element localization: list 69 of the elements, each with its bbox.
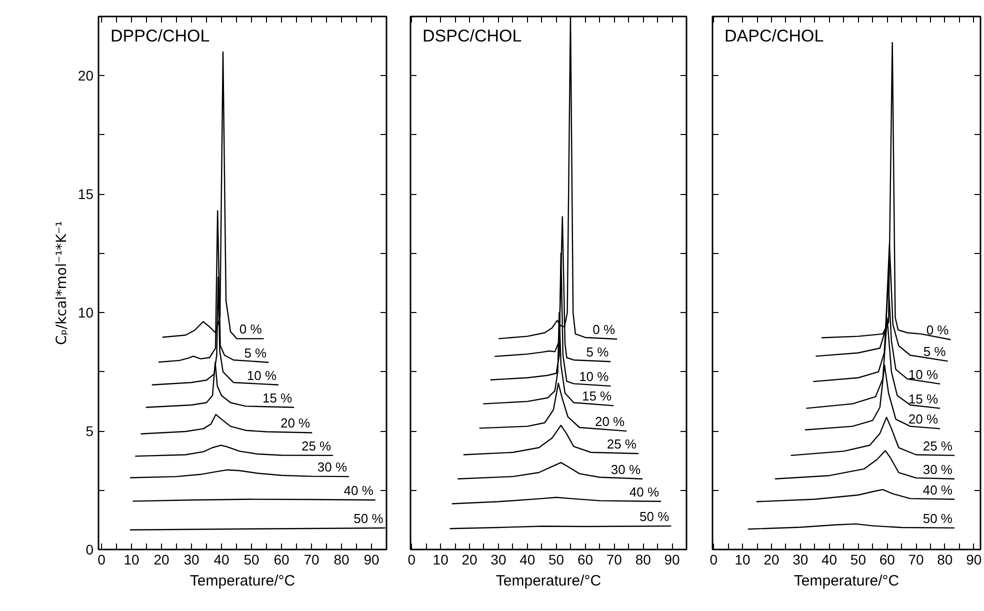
series-label: 50 % <box>922 510 953 526</box>
series-label: 20 % <box>280 416 311 431</box>
series-label: 20 % <box>594 414 626 430</box>
x-axis-title: Temperature/°C <box>190 572 296 590</box>
x-tick-label: 10 <box>124 552 140 568</box>
series-label: 5 % <box>923 344 946 360</box>
x-tick-label: 10 <box>734 552 751 568</box>
x-tick-label: 70 <box>908 552 924 568</box>
text: DSPC/CHOL <box>422 26 522 46</box>
y-tick-label: 20 <box>78 68 94 84</box>
series-label: 10 % <box>908 366 938 382</box>
x-tick-label: 0 <box>408 552 416 568</box>
x-tick-label: 70 <box>606 552 622 568</box>
x-axis-title: Temperature/°C <box>794 572 900 590</box>
series-label: 20 % <box>908 412 938 427</box>
x-tick-label: 90 <box>966 552 982 568</box>
series-label: 50 % <box>354 510 384 526</box>
x-axis-title: Temperature/°C <box>496 572 602 590</box>
y-tick-label: 0 <box>86 542 94 558</box>
x-tick-label: 10 <box>432 552 449 568</box>
x-tick-label: 80 <box>334 552 350 568</box>
x-tick-label: 60 <box>879 552 896 568</box>
x-tick-label: 20 <box>764 552 780 568</box>
series-label: 30 % <box>610 462 641 477</box>
y-tick-label: 10 <box>78 304 94 321</box>
x-tick-label: 90 <box>364 552 380 568</box>
y-axis-title: Cₚ/kcal*mol⁻¹*K⁻¹ <box>54 220 70 346</box>
x-tick-label: 60 <box>274 552 290 568</box>
series-label: 0 % <box>926 322 950 338</box>
series-label: 0 % <box>592 322 616 338</box>
x-tick-label: 30 <box>184 552 200 568</box>
series-label: 15 % <box>582 388 612 404</box>
x-tick-label: 50 <box>850 552 866 568</box>
series-label: 30 % <box>317 460 348 475</box>
legend-label: 40 % <box>344 482 374 498</box>
y-tick-label: 15 <box>78 186 94 202</box>
legend-label: 40 % <box>922 482 953 498</box>
legend-label: 40 % <box>629 484 660 500</box>
series-label: 30 % <box>922 462 953 477</box>
series-label: 10 % <box>579 369 610 384</box>
x-tick-label: 60 <box>577 552 594 568</box>
x-tick-label: 80 <box>635 552 652 568</box>
x-tick-label: 20 <box>462 552 478 568</box>
series-label: 25 % <box>606 436 637 452</box>
series-label: 25 % <box>922 438 953 454</box>
x-tick-label: 70 <box>304 552 320 568</box>
x-tick-label: 30 <box>792 552 808 568</box>
series-label: 15 % <box>262 390 293 406</box>
x-tick-label: 30 <box>490 552 506 568</box>
x-tick-label: 0 <box>710 552 718 568</box>
series-label: 5 % <box>586 344 610 360</box>
x-tick-label: 0 <box>98 552 106 568</box>
x-tick-label: 40 <box>520 552 536 568</box>
text: DAPC/CHOL <box>724 26 824 46</box>
series-label: 5 % <box>244 345 268 360</box>
x-tick-label: 50 <box>244 552 260 568</box>
text: DPPC/CHOL <box>110 26 210 46</box>
x-tick-label: 40 <box>214 552 230 568</box>
series-label: 15 % <box>908 391 938 406</box>
y-tick-label: 5 <box>86 423 94 440</box>
x-tick-label: 40 <box>822 552 838 568</box>
x-tick-label: 20 <box>154 552 170 568</box>
x-tick-label: 90 <box>664 552 680 568</box>
series-label: 25 % <box>301 438 332 454</box>
x-tick-label: 80 <box>937 552 953 568</box>
series-label: 50 % <box>640 509 670 524</box>
series-label: 0 % <box>239 322 262 337</box>
x-tick-label: 50 <box>548 552 564 568</box>
series-label: 10 % <box>246 368 277 383</box>
